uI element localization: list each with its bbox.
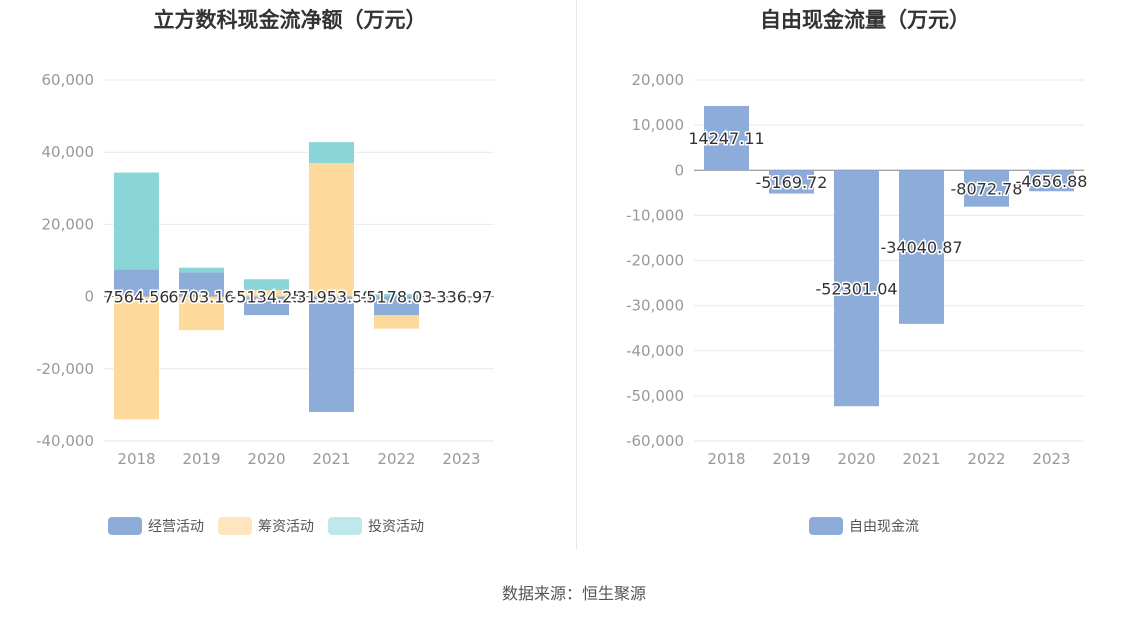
x-tick-label: 2023 [1032,450,1070,468]
y-tick-label: 0 [84,288,94,306]
x-tick-label: 2023 [442,450,480,468]
free-cashflow-chart: 20,000 10,000 0 -10,000 -20,000 -30,000 -40,00… [626,71,1089,468]
data-label: -34040.87 [880,238,962,257]
x-tick-label: 2020 [247,450,285,468]
bar-2018-s0 [704,105,749,171]
data-label: 14247.11 [688,129,764,148]
bar-2021-s2 [309,142,354,164]
bar-2018-s0 [114,269,159,297]
x-tick-label: 2018 [707,450,745,468]
legend-swatch-operating [108,517,142,535]
bar-2021-s0 [899,170,944,324]
bar-2022-s0 [374,296,419,316]
x-tick-label: 2020 [837,450,875,468]
bar-2020-s1 [244,290,289,297]
y-tick-label: -40,000 [36,432,94,450]
chart-title-cashflow: 立方数科现金流净额（万元） [153,8,427,32]
legend-label-investing: 投资活动 [368,519,424,535]
data-label: -4656.88 [1016,172,1088,191]
legend-item-investing[interactable]: 投资活动 [328,516,424,536]
bar-2020-s0 [834,170,879,407]
bar-2019-s0 [179,272,224,297]
bar-2018-s1 [114,296,159,420]
data-label: -5169.72 [756,173,828,192]
x-tick-label: 2019 [182,450,220,468]
y-tick-label: 60,000 [42,71,95,89]
cashflow-chart: 60,000 40,000 20,000 0 -20,000 -40,000 2018 201… [36,71,494,468]
legend-item-operating[interactable]: 经营活动 [108,516,204,536]
bar-2023-s0 [439,296,484,298]
x-tick-label: 2021 [902,450,940,468]
legend-swatch-free-cashflow [809,517,843,535]
free-cashflow-legend: 自由现金流 [809,516,919,536]
y-tick-label: -20,000 [36,360,94,378]
bar-2021-s0 [309,296,354,412]
data-label: -31953.59 [290,288,372,307]
data-label: -336.97 [431,288,493,307]
y-tick-label: -60,000 [626,432,684,450]
data-label: 6703.16 [168,288,234,307]
y-tick-label: -10,000 [626,206,684,224]
legend-label-financing: 筹资活动 [258,519,314,535]
y-tick-label: -30,000 [626,297,684,315]
y-tick-label: -50,000 [626,387,684,405]
data-label: 7564.56 [103,288,169,307]
x-tick-label: 2021 [312,450,350,468]
legend-item-financing[interactable]: 筹资活动 [218,516,314,536]
legend-item-free-cashflow[interactable]: 自由现金流 [809,516,919,536]
data-label: -8072.78 [951,179,1023,198]
x-tick-label: 2019 [772,450,810,468]
bar-2022-s0 [964,170,1009,207]
legend-swatch-investing [328,517,362,535]
data-label: -52301.04 [815,279,897,298]
data-source-note: 数据来源：恒生聚源 [501,584,646,603]
legend-swatch-financing [218,517,252,535]
bar-2019-s2 [179,267,224,273]
y-tick-label: -20,000 [626,252,684,270]
y-tick-label: -40,000 [626,342,684,360]
x-tick-label: 2018 [117,450,155,468]
chart-title-free-cashflow: 自由现金流量（万元） [760,8,970,32]
y-tick-label: 20,000 [42,215,95,233]
bar-2023-s0 [1029,170,1074,192]
data-label: -5178.03 [361,288,433,307]
bar-2022-s1 [374,315,419,329]
bar-2021-s1 [309,163,354,297]
y-tick-label: 10,000 [632,116,685,134]
legend-label-free-cashflow: 自由现金流 [849,519,919,535]
bar-2019-s1 [179,296,224,331]
chart-divider [576,0,577,550]
y-tick-label: 40,000 [42,143,95,161]
cashflow-legend: 经营活动 筹资活动 投资活动 [108,516,424,536]
bar-2018-s2 [114,172,159,270]
y-tick-label: 0 [674,161,684,179]
x-tick-label: 2022 [967,450,1005,468]
legend-label-operating: 经营活动 [148,519,204,535]
x-tick-label: 2022 [377,450,415,468]
bar-2022-s2 [374,294,419,297]
bar-2020-s0 [244,296,289,316]
bar-2019-s0 [769,170,814,194]
y-tick-label: 20,000 [632,71,685,89]
bar-2020-s2 [244,279,289,291]
data-label: -5134.25 [231,288,303,307]
